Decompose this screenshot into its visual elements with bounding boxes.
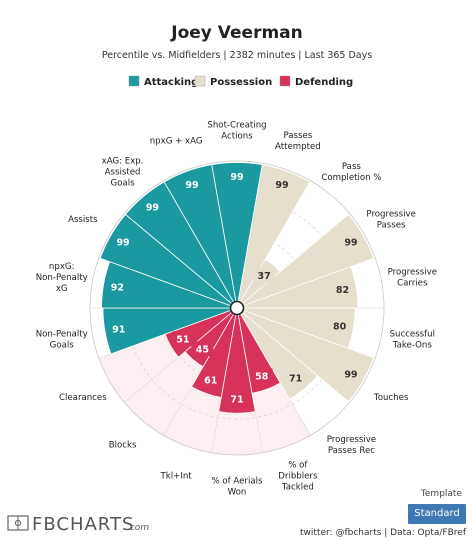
logo-suffix: .com (127, 523, 149, 533)
template-label: Template (420, 489, 462, 499)
value-badge (106, 278, 129, 294)
category-label: Clearances (59, 393, 107, 403)
value-badge (226, 391, 248, 407)
value-label: 82 (336, 285, 349, 296)
chart-subtitle: Percentile vs. Midfielders | 2382 minute… (102, 50, 372, 61)
category-label: Shot-Creating Actions (207, 121, 266, 142)
value-badge (199, 372, 222, 388)
chart-title: Joey Veerman (170, 23, 303, 43)
value-badge (226, 168, 248, 184)
value-label: 99 (344, 369, 357, 380)
legend-label: Possession (210, 77, 272, 88)
value-badge (171, 331, 194, 347)
polar-chart: 99 99 37 99 82 80 99 71 58 71 61 45 51 91 92 99 99 99 Shot… (36, 121, 437, 498)
category-label: % of Dribblers Tackled (278, 460, 318, 492)
value-badge (339, 234, 362, 250)
legend-swatch (279, 75, 291, 87)
value-label: 58 (255, 372, 269, 383)
value-label: 99 (230, 172, 243, 183)
value-label: 99 (344, 238, 357, 249)
value-label: 45 (196, 345, 209, 356)
value-label: 99 (185, 180, 198, 191)
category-label: Passes Attempted (275, 131, 321, 152)
category-label: npxG + xAG (150, 137, 203, 147)
legend: Attacking Possession Defending (128, 75, 353, 88)
value-badge (331, 281, 354, 297)
legend-label: Defending (295, 77, 353, 88)
fbcharts-logo: FBCHARTS .com (7, 514, 149, 535)
value-badge (270, 176, 293, 192)
credits: twitter: @fbcharts | Data: Opta/FBref (300, 528, 467, 538)
category-label: Blocks (109, 440, 137, 450)
category-label: xAG: Exp. Assisted Goals (102, 157, 144, 189)
category-label: Progressive Passes (366, 210, 415, 231)
template-standard-button[interactable]: Standard (408, 504, 466, 524)
value-label: 91 (112, 324, 125, 335)
category-label: Progressive Passes Rec (327, 435, 376, 456)
value-badge (328, 318, 351, 334)
outer-ring (89, 160, 385, 456)
value-label: 99 (116, 238, 129, 249)
category-label: Pass Completion % (321, 162, 381, 183)
value-label: 61 (204, 376, 217, 387)
legend-swatch (128, 75, 140, 87)
category-label: Assists (68, 215, 98, 225)
value-badge (250, 368, 273, 384)
value-label: 92 (111, 282, 124, 293)
value-badge (107, 320, 130, 336)
value-badge (181, 176, 204, 192)
category-label: Non-Penalty Goals (36, 329, 88, 350)
category-label: % of Aerials Won (212, 477, 264, 498)
value-label: 99 (146, 203, 159, 214)
category-label: Successful Take-Ons (390, 329, 435, 350)
logo-text: FBCHARTS (32, 514, 134, 535)
center-dot (229, 300, 245, 316)
value-badge (112, 234, 135, 250)
footer: FBCHARTS .com twitter: @fbcharts | Data:… (7, 514, 467, 538)
legend-label: Attacking (144, 77, 198, 88)
value-label: 80 (333, 322, 347, 333)
value-label: 71 (289, 373, 302, 384)
value-badge (253, 267, 276, 283)
category-label: Tkl+Int (160, 471, 193, 481)
category-label: Progressive Carries (388, 268, 437, 289)
value-badge (141, 199, 164, 215)
category-label: npxG: Non-Penalty xG (36, 262, 88, 294)
value-label: 51 (176, 335, 189, 346)
value-badge (284, 369, 307, 385)
category-label: Touches (373, 393, 409, 403)
value-label: 71 (230, 395, 243, 406)
value-label: 37 (258, 271, 271, 282)
legend-swatch (194, 75, 206, 87)
value-label: 99 (275, 180, 288, 191)
value-badge (191, 341, 214, 357)
value-badge (339, 365, 362, 381)
